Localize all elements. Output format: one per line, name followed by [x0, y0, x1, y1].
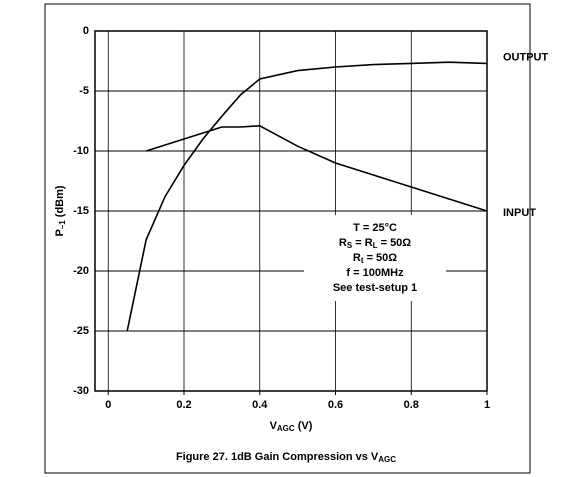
x-tick-label: 0	[105, 399, 111, 411]
x-tick-label: 0.4	[252, 399, 268, 411]
annotation-line-part: T = 25°C	[353, 222, 397, 234]
x-tick-label: 0.8	[404, 399, 419, 411]
x-axis-label-part: (V)	[295, 420, 313, 432]
annotation-line-part: t	[361, 256, 364, 265]
annotation-line-part: See test-setup 1	[333, 282, 417, 294]
y-tick-label: -15	[73, 205, 89, 217]
y-axis-label-part: (dBm)	[54, 185, 66, 220]
y-tick-label: -10	[73, 145, 89, 157]
annotation-line-part: = R	[352, 237, 373, 249]
y-tick-label: -20	[73, 265, 89, 277]
series-line	[126, 61, 488, 332]
y-tick-label: -25	[73, 325, 89, 337]
annotation-line: See test-setup 1	[333, 282, 417, 294]
y-axis-label: P–1 (dBm)	[54, 185, 67, 236]
annotation-line-part: = 50Ω	[364, 252, 398, 264]
annotation-box	[304, 215, 446, 301]
y-tick-label: -5	[79, 85, 89, 97]
annotation-line: Rt = 50Ω	[353, 252, 397, 265]
chart-title: Figure 27. 1dB Gain Compression vs VAGC	[176, 451, 396, 464]
x-tick-label: 0.6	[328, 399, 343, 411]
y-tick-label: 0	[83, 25, 89, 37]
annotation-line-part: R	[353, 252, 361, 264]
chart-title-part: AGC	[378, 455, 396, 464]
x-tick-label: 0.2	[176, 399, 191, 411]
y-axis-label-part: P	[54, 229, 66, 236]
annotation-line: RS = RL = 50Ω	[339, 237, 411, 250]
y-axis-label-part: –1	[58, 220, 67, 229]
annotation-line-part: L	[373, 241, 378, 250]
y-tick-label: -30	[73, 385, 89, 397]
x-axis-label-part: AGC	[277, 424, 295, 433]
x-tick-label: 1	[484, 399, 490, 411]
annotation-line-part: S	[347, 241, 353, 250]
annotation-line: T = 25°C	[353, 222, 397, 234]
x-axis-label: VAGC (V)	[270, 420, 313, 433]
chart-title-part: Figure 27. 1dB Gain Compression vs V	[176, 451, 379, 463]
x-axis-label-part: V	[270, 420, 278, 432]
annotation-line-part: R	[339, 237, 347, 249]
series-line	[145, 124, 488, 212]
annotation-line: f = 100MHz	[346, 267, 404, 279]
figure-frame	[44, 3, 531, 474]
annotation-line-part: f = 100MHz	[346, 267, 404, 279]
series-label: OUTPUT	[503, 51, 549, 63]
annotation-line-part: = 50Ω	[378, 237, 412, 249]
series-label: INPUT	[503, 207, 536, 219]
